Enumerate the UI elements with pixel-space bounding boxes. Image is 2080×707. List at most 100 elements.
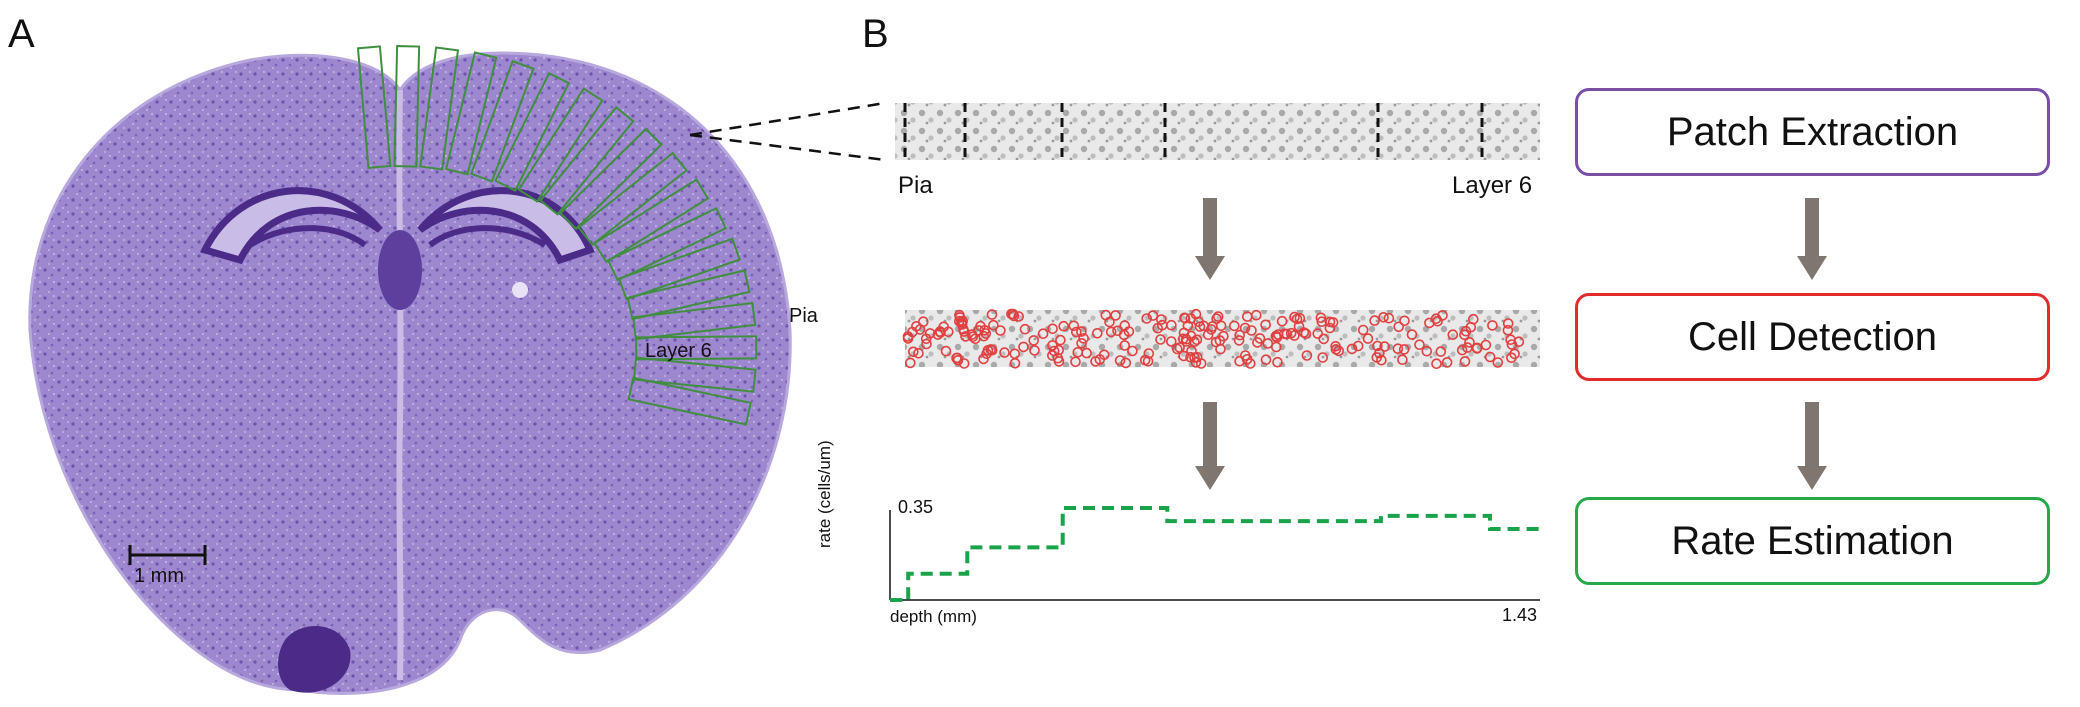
cell-detection-circle (1260, 354, 1272, 366)
cell-detection-circle (938, 321, 950, 333)
patch-rect (606, 207, 728, 282)
zoom-line-bottom (689, 133, 886, 162)
cell-detection-circle (1312, 328, 1323, 339)
cell-detection-circle (1502, 324, 1514, 336)
cell-detection-circle (1437, 310, 1448, 321)
cell-detection-circle (1324, 322, 1336, 334)
cell-detection-circle (1398, 344, 1410, 355)
cell-detection-circle (1181, 336, 1192, 347)
cell-detection-circle (1435, 346, 1447, 357)
scale-bar (128, 545, 207, 565)
rate-series-line (890, 506, 1540, 602)
cell-detection-box: Cell Detection (1575, 293, 2050, 381)
cell-detection-circle (1013, 311, 1025, 322)
patch-rect (444, 51, 498, 176)
cell-detection-circle (1212, 311, 1224, 322)
cell-detection-circle (1190, 308, 1202, 320)
cell-detection-circle (932, 329, 944, 340)
rate-estimation-box: Rate Estimation (1575, 497, 2050, 585)
cell-detection-circle (1174, 342, 1185, 353)
cell-detection-circle (902, 331, 914, 342)
panel-label-a: A (8, 12, 35, 56)
cell-detection-circle (1392, 343, 1404, 355)
cell-detection-circle (1252, 337, 1263, 348)
cell-detection-circle (1317, 352, 1328, 363)
cell-detection-circle (1185, 351, 1196, 363)
hippocampus-right (417, 187, 595, 265)
cell-detection-circle (1147, 310, 1159, 321)
cell-detection-circle (1383, 312, 1395, 324)
cell-detection-circle (1369, 315, 1380, 326)
cell-detection-label: Cell Detection (1687, 314, 1937, 359)
cell-detection-circle (1327, 317, 1339, 328)
cell-detection-circle (1487, 320, 1498, 331)
cell-detection-circle (1414, 339, 1425, 351)
cell-detection-circle (1459, 356, 1471, 367)
cell-detection-circle (1285, 327, 1297, 339)
brain-outline (28, 51, 792, 695)
cell-detection-circle (1047, 323, 1058, 335)
rate-estimation-label: Rate Estimation (1671, 518, 1954, 563)
cell-detection-circle (1019, 323, 1031, 335)
cell-detection-circle (1028, 335, 1039, 346)
patch-strip (895, 103, 1540, 160)
cell-detection-circle (1397, 354, 1408, 366)
cell-detection-circle (1078, 333, 1089, 344)
cell-detection-circle (1371, 352, 1383, 363)
brain-section-image (28, 51, 792, 695)
y-tick-label: 0.35 (898, 497, 934, 517)
cell-detection-circle (1202, 329, 1214, 341)
cell-detection-circle (940, 345, 952, 357)
midline-fissure (396, 89, 404, 681)
cell-detection-circle (952, 354, 964, 366)
cell-detection-circle (1460, 325, 1472, 337)
cell-detection-circle (1233, 335, 1245, 346)
cell-detection-circle (1191, 334, 1203, 346)
cell-detection-circle (1156, 314, 1167, 325)
cell-detection-circle (1480, 339, 1492, 351)
cell-detection-circle (1509, 348, 1520, 360)
cell-detection-circle (1211, 313, 1222, 325)
cell-detection-circle (1293, 321, 1305, 332)
cell-detection-circle (1172, 343, 1183, 355)
patch-rect (626, 269, 751, 321)
cell-detection-circle (1205, 324, 1217, 335)
cell-detection-circle (951, 352, 962, 364)
cell-detection-circle (1214, 335, 1226, 346)
cell-detection-circle (1119, 320, 1130, 331)
cell-detection-circle (1071, 326, 1082, 338)
cell-detection-circle (1300, 328, 1312, 340)
cell-detection-circle (1076, 337, 1087, 349)
cell-detection-circle (1441, 357, 1453, 368)
cell-detection-circle (1110, 310, 1121, 321)
cell-detection-circle (1315, 312, 1327, 324)
patch-rect (419, 46, 460, 171)
patch-extraction-box: Patch Extraction (1575, 88, 2050, 176)
cell-detection-circle (1362, 333, 1374, 344)
cell-detection-circle (1471, 343, 1483, 354)
cell-detection-circle (1068, 320, 1080, 332)
cell-detection-circle (1119, 340, 1130, 351)
patch-rect (469, 59, 535, 183)
cell-detection-circle (1141, 313, 1152, 324)
cell-detection-circle (1114, 355, 1126, 366)
cell-detection-circle (1506, 339, 1518, 350)
dark-tissue-bottom (278, 626, 351, 693)
cell-detection-circle (1468, 313, 1479, 325)
cell-detection-circle (1271, 341, 1282, 353)
patch-rect (539, 105, 635, 216)
cell-detection-circle (988, 319, 999, 331)
cell-detection-circle (1234, 329, 1245, 341)
patch-rect (356, 45, 392, 169)
cell-detection-circle (911, 320, 922, 332)
down-arrow-icon (1195, 198, 1225, 280)
patch-extraction-label: Patch Extraction (1666, 109, 1959, 154)
cell-detection-circle (985, 344, 997, 355)
patch-rect (494, 71, 571, 192)
cell-detection-circle (1484, 351, 1496, 363)
rate-chart (889, 506, 1540, 602)
cell-detection-circle (907, 346, 919, 358)
cell-detection-circle (1431, 358, 1442, 370)
cell-detection-circle (1127, 345, 1138, 357)
patch-rect (635, 335, 758, 361)
